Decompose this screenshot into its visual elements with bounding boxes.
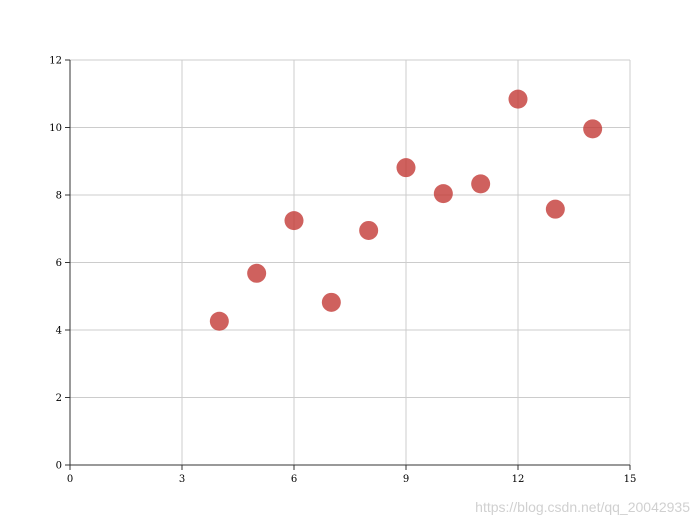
data-point bbox=[433, 184, 453, 204]
x-tick-label: 9 bbox=[403, 474, 409, 485]
x-tick-label: 15 bbox=[624, 474, 637, 485]
y-axis-ticks: 0 2 4 6 8 10 12 bbox=[49, 56, 70, 472]
grid-lines bbox=[70, 59, 631, 465]
data-point bbox=[471, 174, 491, 194]
data-point bbox=[583, 119, 603, 139]
data-point bbox=[321, 292, 341, 312]
data-point bbox=[359, 220, 379, 240]
x-tick-label: 12 bbox=[512, 474, 525, 485]
y-tick-label: 12 bbox=[49, 56, 62, 67]
y-tick-label: 8 bbox=[56, 191, 62, 202]
data-point bbox=[508, 89, 528, 109]
x-axis-ticks: 0 3 6 9 12 15 bbox=[67, 465, 637, 485]
data-point bbox=[396, 158, 416, 178]
x-tick-label: 3 bbox=[179, 474, 185, 485]
y-tick-label: 2 bbox=[56, 393, 62, 404]
data-point bbox=[247, 263, 267, 283]
y-tick-label: 10 bbox=[49, 123, 62, 134]
data-point bbox=[545, 199, 565, 219]
y-tick-label: 4 bbox=[56, 326, 62, 337]
data-point bbox=[209, 311, 229, 331]
data-point bbox=[284, 211, 304, 231]
y-tick-label: 6 bbox=[56, 258, 62, 269]
x-tick-label: 6 bbox=[291, 474, 297, 485]
watermark: https://blog.csdn.net/qq_20042935 bbox=[475, 499, 690, 515]
y-tick-label: 0 bbox=[56, 461, 62, 472]
data-points bbox=[209, 89, 603, 331]
x-tick-label: 0 bbox=[67, 474, 73, 485]
